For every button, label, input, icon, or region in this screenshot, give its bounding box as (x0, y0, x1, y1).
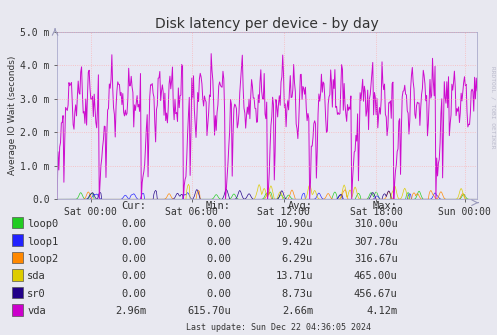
Text: 0.00: 0.00 (206, 254, 231, 264)
Y-axis label: Average IO Wait (seconds): Average IO Wait (seconds) (8, 56, 17, 175)
Text: 2.66m: 2.66m (282, 306, 313, 316)
Text: Last update: Sun Dec 22 04:36:05 2024: Last update: Sun Dec 22 04:36:05 2024 (186, 323, 371, 332)
Text: 4.12m: 4.12m (366, 306, 398, 316)
Text: 307.78u: 307.78u (354, 237, 398, 247)
Text: vda: vda (27, 306, 46, 316)
Text: 13.71u: 13.71u (276, 271, 313, 281)
Text: 0.00: 0.00 (122, 254, 147, 264)
Text: 0.00: 0.00 (206, 289, 231, 299)
Text: 0.00: 0.00 (206, 237, 231, 247)
Text: 8.73u: 8.73u (282, 289, 313, 299)
Title: Disk latency per device - by day: Disk latency per device - by day (155, 17, 379, 31)
Text: sr0: sr0 (27, 289, 46, 299)
Text: 0.00: 0.00 (122, 289, 147, 299)
Text: 0.00: 0.00 (122, 237, 147, 247)
Text: Min:: Min: (206, 201, 231, 211)
Text: loop1: loop1 (27, 237, 59, 247)
Text: 6.29u: 6.29u (282, 254, 313, 264)
Text: Avg:: Avg: (288, 201, 313, 211)
Text: 2.96m: 2.96m (115, 306, 147, 316)
Text: loop0: loop0 (27, 219, 59, 229)
Text: 456.67u: 456.67u (354, 289, 398, 299)
Text: 310.00u: 310.00u (354, 219, 398, 229)
Text: 0.00: 0.00 (122, 271, 147, 281)
Text: 0.00: 0.00 (206, 271, 231, 281)
Text: Cur:: Cur: (122, 201, 147, 211)
Text: 10.90u: 10.90u (276, 219, 313, 229)
Text: Max:: Max: (373, 201, 398, 211)
Text: RRDTOOL / TOBI OETIKER: RRDTOOL / TOBI OETIKER (491, 66, 496, 148)
Text: 0.00: 0.00 (206, 219, 231, 229)
Text: 465.00u: 465.00u (354, 271, 398, 281)
Text: 615.70u: 615.70u (187, 306, 231, 316)
Text: sda: sda (27, 271, 46, 281)
Text: loop2: loop2 (27, 254, 59, 264)
Text: 0.00: 0.00 (122, 219, 147, 229)
Text: 9.42u: 9.42u (282, 237, 313, 247)
Text: 316.67u: 316.67u (354, 254, 398, 264)
